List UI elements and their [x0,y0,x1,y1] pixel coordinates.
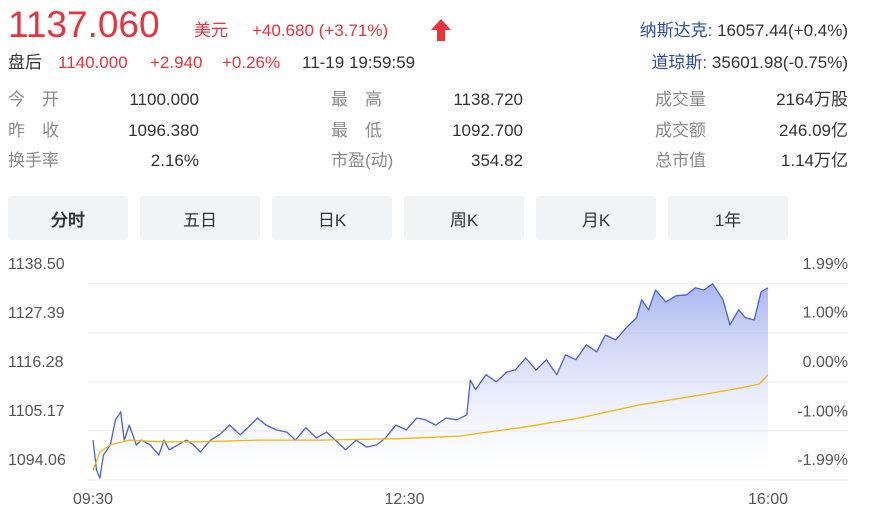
price-change: +40.680 (+3.71%) [252,21,389,40]
after-hours-pct: +0.26% [222,53,281,72]
stat-label: 成交量 [655,90,706,109]
y2-tick-label: 1.99% [803,256,848,273]
y2-tick-label: -1.99% [797,452,848,469]
stat-value: 1096.380 [128,121,199,140]
tab[interactable]: 五日 [140,196,260,240]
index-quote: 道琼斯: 35601.98(-0.75%) [651,54,848,71]
y-tick-label: 1094.06 [8,452,66,469]
stat-label: 换手率 [8,151,59,170]
x-tick-label: 12:30 [385,491,425,508]
index-value: 16057.44(+0.4%) [717,21,848,40]
y-tick-label: 1105.17 [8,403,65,420]
index-quote: 纳斯达克: 16057.44(+0.4%) [640,22,848,39]
stat-value: 1092.700 [452,121,523,140]
y-tick-label: 1116.28 [8,354,64,371]
stat-value: 2.16% [150,151,199,170]
after-hours-time: 11-19 19:59:59 [302,53,416,72]
x-tick-label: 16:00 [748,491,788,508]
x-tick-label: 09:30 [73,491,113,508]
index-value: 35601.98(-0.75%) [711,53,848,72]
stat-value: 2164万股 [776,90,848,109]
up-arrow [431,19,451,41]
y-tick-label: 1127.39 [8,305,65,322]
stat-label: 昨 收 [8,121,59,140]
after-hours-price: 1140.000 [58,53,128,72]
y2-tick-label: -1.00% [797,403,848,420]
price-line [92,374,769,471]
y-tick-label: 1138.50 [8,256,65,273]
tab[interactable]: 月K [536,196,656,240]
after-hours-label: 盘后 [8,53,42,72]
tab[interactable]: 日K [272,196,392,240]
stat-value: 1.14万亿 [780,151,848,170]
price-line [92,283,769,479]
stat-value: 354.82 [471,151,523,170]
currency: 美元 [194,21,228,40]
stat-label: 成交额 [655,121,706,140]
after-hours-change: +2.940 [150,53,203,72]
stat-label: 总市值 [655,151,706,170]
tab[interactable]: 分时 [8,196,128,240]
stat-value: 1138.720 [453,90,523,109]
y2-tick-label: 1.00% [803,305,848,322]
y2-tick-label: 0.00% [803,354,848,371]
price: 1137.060 [8,4,160,45]
tab[interactable]: 周K [404,196,524,240]
stat-label: 今 开 [8,90,59,109]
stat-label: 最 高 [331,90,382,109]
index-name[interactable]: 纳斯达克: [639,21,713,40]
index-name[interactable]: 道琼斯: [651,53,708,72]
stat-value: 246.09亿 [779,121,848,140]
stat-label: 最 低 [331,121,382,140]
stat-value: 1100.000 [129,90,199,109]
area-fill [93,283,768,482]
tab[interactable]: 1年 [668,196,788,240]
stat-label: 市盈(动) [331,151,394,170]
